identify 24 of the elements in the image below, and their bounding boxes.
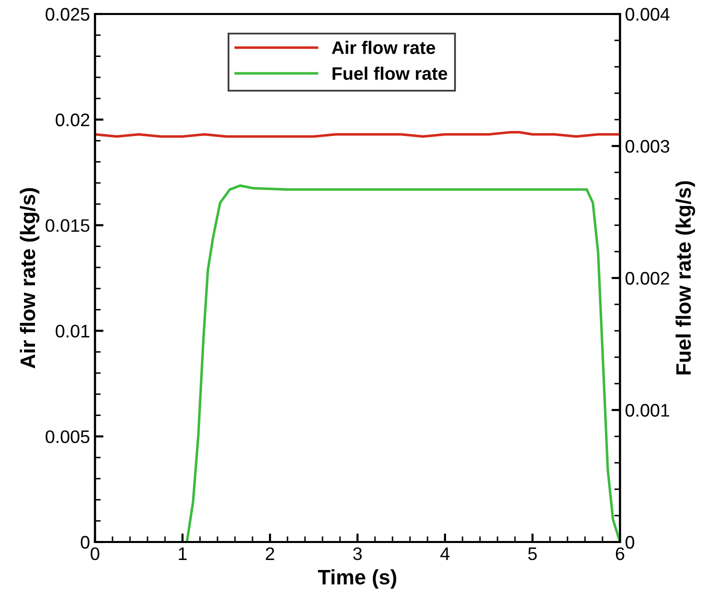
x-tick-label: 4 [440, 548, 450, 560]
y-tick-label: 0.025 [46, 8, 90, 21]
y2-tick-label: 0 [626, 536, 634, 549]
x-tick-label: 1 [178, 548, 187, 560]
y-tick-label: 0.01 [56, 324, 90, 338]
y2-tick-label: 0.002 [626, 272, 670, 285]
y2-tick-label: 0.001 [626, 404, 670, 417]
legend-label: Air flow rate [332, 40, 436, 54]
y-tick-label: 0.015 [46, 219, 90, 232]
x-axis-title: Time (s) [318, 569, 396, 589]
y2-axis-title: Fuel flow rate (kg/s) [676, 181, 696, 374]
y2-tick-label: 0.004 [626, 8, 670, 21]
x-tick-label: 6 [616, 547, 624, 560]
y-axis-title: Air flow rate (kg/s) [20, 188, 40, 368]
y-tick-label: 0.005 [46, 430, 90, 444]
x-tick-label: 2 [266, 547, 274, 560]
x-tick-label: 0 [90, 547, 100, 560]
x-tick-label: 3 [353, 547, 362, 560]
x-tick-label: 5 [528, 548, 537, 560]
y-tick-label: 0 [80, 536, 90, 549]
line-series [186, 184, 620, 542]
y-tick-label: 0.02 [56, 114, 90, 126]
y2-tick-label: 0.003 [626, 140, 670, 153]
legend-label: Fuel flow rate [332, 66, 448, 80]
